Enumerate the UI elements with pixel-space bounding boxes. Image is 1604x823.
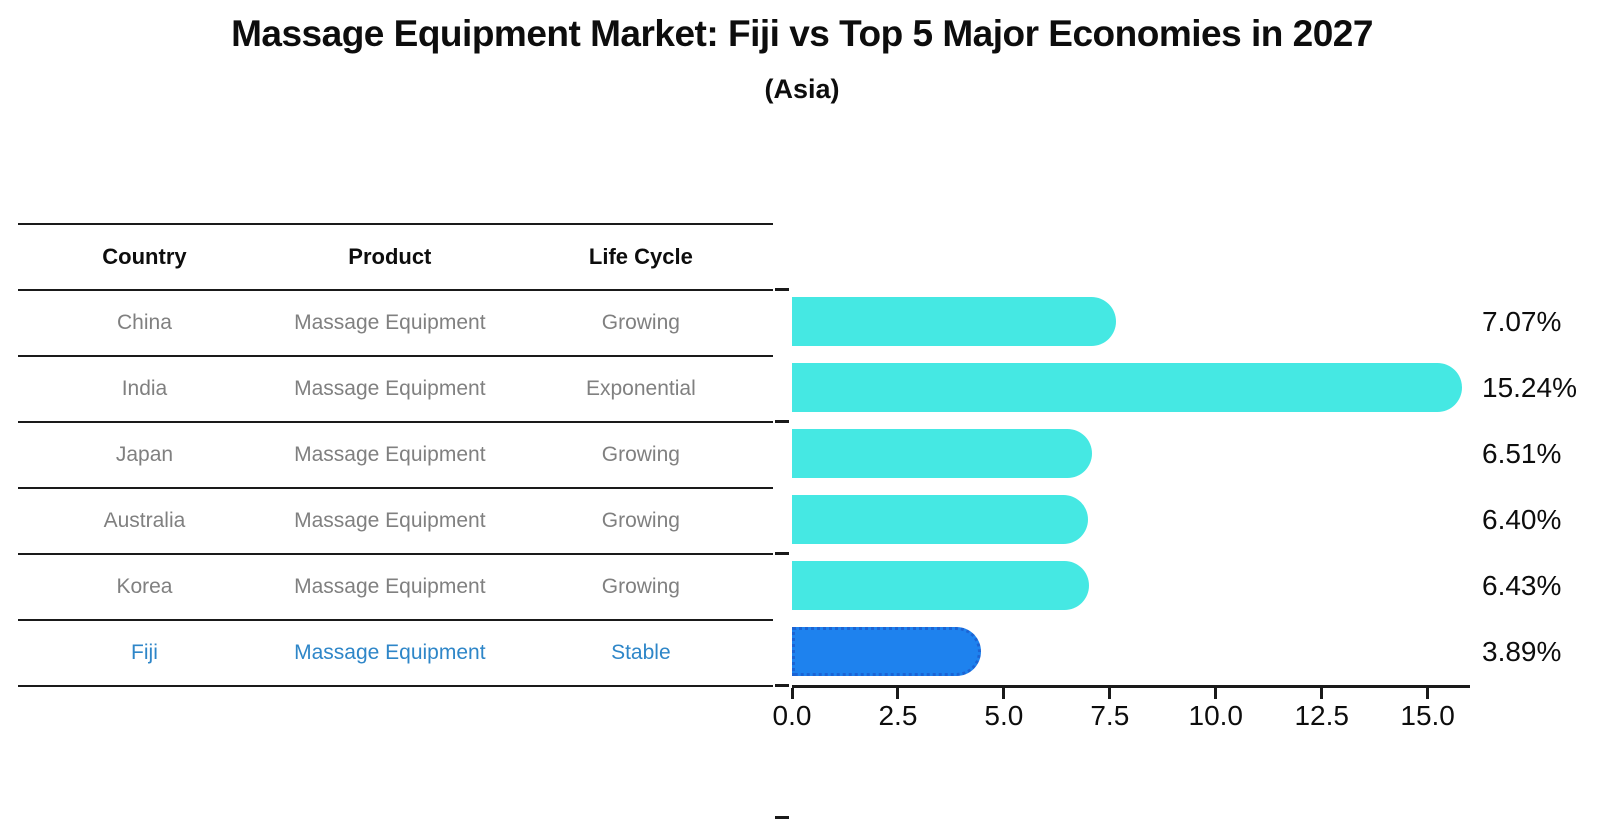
cell-country: China: [117, 311, 172, 334]
table-header-row: Country Product Life Cycle: [18, 223, 773, 289]
cell-country: India: [121, 377, 168, 400]
x-tick-mark: [790, 688, 794, 699]
table-row: Korea Massage Equipment Growing: [18, 553, 773, 619]
y-axis-tick: [775, 419, 789, 423]
x-tick-label: 2.5: [878, 700, 918, 731]
table-row: India Massage Equipment Exponential: [18, 355, 773, 421]
table-row: Australia Massage Equipment Growing: [18, 487, 773, 553]
bar-row: [775, 553, 1470, 819]
column-header: Product: [348, 244, 432, 269]
bar-china: [792, 297, 1117, 346]
bar-value-label: 7.07%: [1482, 306, 1562, 337]
column-header: Life Cycle: [588, 244, 693, 269]
bar-value-label: 6.40%: [1482, 504, 1562, 535]
bar-india: [792, 363, 1463, 412]
bar-row: [792, 619, 1470, 685]
cell-product: Massage Equipment: [294, 575, 486, 598]
x-tick-label: 15.0: [1400, 700, 1455, 731]
y-axis-tick: [775, 815, 789, 819]
bar-japan: [792, 429, 1093, 478]
bar-row: [775, 287, 1470, 355]
x-tick-label: 10.0: [1188, 700, 1244, 731]
x-tick-mark: [1002, 688, 1006, 699]
y-axis-tick: [775, 551, 789, 555]
cell-life-cycle: Growing: [601, 311, 680, 334]
chart-title: Massage Equipment Market: Fiji vs Top 5 …: [231, 13, 1373, 54]
y-axis-tick: [775, 683, 789, 687]
bar-row: [775, 355, 1470, 423]
column-header: Country: [102, 244, 187, 269]
table-row: Japan Massage Equipment Growing: [18, 421, 773, 487]
table-row: China Massage Equipment Growing: [18, 289, 773, 355]
x-tick-label: 7.5: [1090, 700, 1130, 731]
cell-life-cycle: Exponential: [585, 377, 696, 400]
cell-life-cycle: Growing: [601, 443, 680, 466]
x-tick-label: 0.0: [772, 700, 812, 731]
x-tick-mark: [896, 688, 900, 699]
cell-country: Korea: [116, 575, 173, 598]
x-tick-label: 12.5: [1294, 700, 1349, 731]
x-tick-mark: [1108, 688, 1112, 699]
bar-row: [775, 487, 1470, 687]
bar-fiji-highlighted: [792, 627, 982, 676]
y-axis-tick: [775, 287, 789, 291]
x-tick-mark: [1426, 688, 1430, 699]
bar-value-label: 3.89%: [1482, 636, 1562, 667]
bar-korea: [792, 561, 1089, 610]
cell-life-cycle: Growing: [601, 575, 680, 598]
chart-subtitle: (Asia): [764, 74, 840, 104]
table-row: Fiji Massage Equipment Stable: [18, 619, 773, 685]
bar-value-label: 15.24%: [1482, 372, 1577, 403]
x-tick-label: 5.0: [984, 700, 1024, 731]
x-tick-mark: [1320, 688, 1324, 699]
cell-product: Massage Equipment: [294, 641, 486, 664]
bar-value-label: 6.43%: [1482, 570, 1562, 601]
bar-value-label: 6.51%: [1482, 438, 1562, 469]
bar-row: [775, 421, 1470, 555]
cell-life-cycle: Stable: [611, 641, 671, 664]
cell-product: Massage Equipment: [294, 509, 486, 532]
cell-life-cycle: Growing: [601, 509, 680, 532]
bar-plot-area: [775, 287, 1470, 819]
x-tick-mark: [1214, 688, 1218, 699]
cell-product: Massage Equipment: [294, 311, 486, 334]
cell-country: Fiji: [131, 641, 158, 664]
cell-country: Japan: [115, 443, 174, 466]
x-axis-line: [792, 685, 1470, 688]
data-table: Country Product Life Cycle China Massage Equ…: [18, 223, 773, 687]
cell-country: Australia: [103, 509, 186, 532]
bar-australia: [792, 495, 1088, 544]
cell-product: Massage Equipment: [294, 377, 486, 400]
cell-product: Massage Equipment: [294, 443, 486, 466]
